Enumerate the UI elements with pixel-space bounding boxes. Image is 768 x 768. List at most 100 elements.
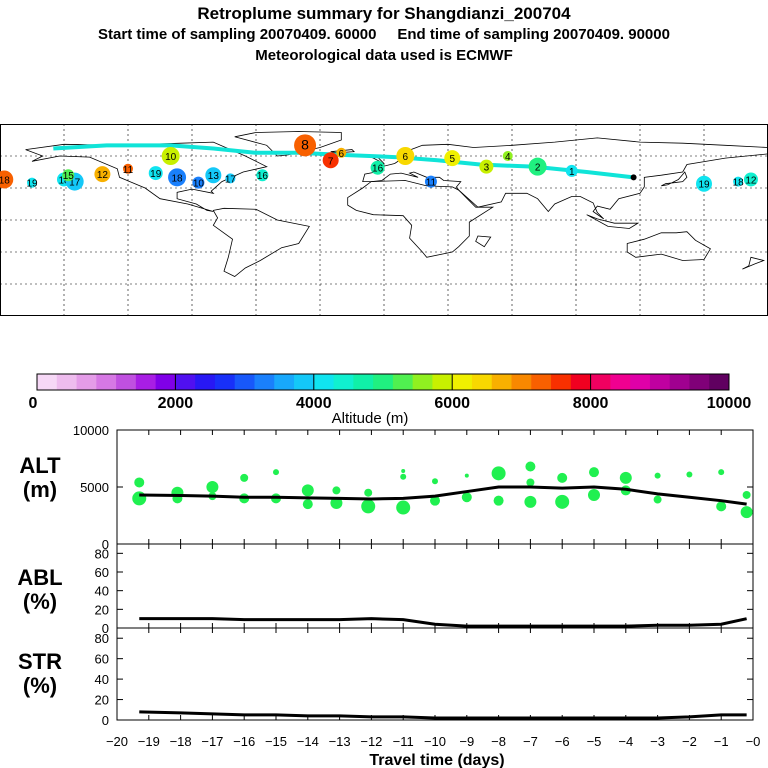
panel-y-tick-label: 5000 bbox=[80, 480, 109, 495]
panel-y-tick-label: 10000 bbox=[73, 423, 109, 438]
plume-day-label: 2 bbox=[535, 163, 541, 174]
alt-scatter-point bbox=[430, 495, 440, 506]
alt-mean-line bbox=[139, 485, 747, 506]
plume-blob bbox=[161, 147, 180, 165]
coastline bbox=[626, 231, 711, 261]
alt-scatter-point bbox=[557, 472, 568, 483]
alt-scatter-point bbox=[526, 478, 535, 487]
x-tick-label: −1 bbox=[714, 734, 729, 749]
plume-day-label: 6 bbox=[339, 149, 345, 160]
coastline bbox=[742, 256, 766, 270]
plume-day-label: 19 bbox=[698, 180, 710, 191]
alt-scatter-point bbox=[302, 499, 313, 510]
panel-y-tick-label: 60 bbox=[95, 652, 109, 667]
colorbar-swatch bbox=[116, 374, 137, 390]
x-tick-label: −16 bbox=[233, 734, 255, 749]
colorbar-swatch bbox=[234, 374, 255, 390]
alt-scatter-point bbox=[432, 478, 438, 485]
alt-scatter-point bbox=[134, 477, 145, 488]
alt-scatter-point bbox=[330, 496, 343, 509]
colorbar-axis-label: Altitude (m) bbox=[332, 410, 409, 427]
sampling-time-line: Start time of sampling 20070409. 60000 E… bbox=[98, 26, 670, 43]
plume-day-label: 19 bbox=[26, 179, 38, 190]
plume-blob bbox=[396, 147, 415, 165]
plume-blob bbox=[444, 150, 461, 167]
plume-blob bbox=[148, 166, 163, 181]
colorbar-swatch bbox=[471, 374, 493, 390]
plume-blob bbox=[225, 173, 236, 184]
colorbar-swatch bbox=[570, 374, 592, 390]
alt-scatter-point bbox=[132, 491, 147, 506]
plume-day-label: 19 bbox=[150, 169, 162, 180]
colorbar-swatch bbox=[313, 374, 335, 390]
plume-blob bbox=[205, 167, 222, 184]
panel-frame bbox=[116, 543, 754, 629]
plume-blob bbox=[168, 168, 187, 187]
panel-y-tick-label: 20 bbox=[95, 602, 109, 617]
plume-blob bbox=[294, 134, 317, 157]
met-data-line: Meteorological data used is ECMWF bbox=[255, 47, 513, 64]
colorbar-swatch bbox=[135, 374, 157, 390]
panel-y-tick-label: 0 bbox=[102, 713, 109, 728]
alt-scatter-point bbox=[401, 469, 406, 474]
alt-scatter-point bbox=[742, 490, 751, 499]
plume-blob bbox=[696, 175, 712, 192]
colorbar-tick-label: 2000 bbox=[158, 395, 194, 412]
colorbar-swatch bbox=[452, 374, 473, 390]
plume-day-label: 16 bbox=[372, 164, 384, 175]
plume-day-label: 4 bbox=[505, 152, 511, 163]
coastline bbox=[475, 235, 492, 248]
colorbar-swatch bbox=[392, 374, 414, 390]
plume-blob bbox=[479, 159, 494, 174]
str-panel-label: STR (%) bbox=[5, 650, 75, 698]
coastline bbox=[362, 137, 768, 220]
alt-scatter-point bbox=[491, 466, 506, 481]
alt-scatter-point bbox=[301, 484, 314, 497]
x-tick-label: −12 bbox=[360, 734, 382, 749]
plume-day-label: 16 bbox=[257, 171, 269, 182]
x-tick-label: −6 bbox=[555, 734, 570, 749]
alt-scatter-point bbox=[718, 469, 725, 476]
plume-day-label: 17 bbox=[69, 178, 81, 189]
x-tick-label: −19 bbox=[138, 734, 160, 749]
x-tick-label: −14 bbox=[297, 734, 319, 749]
panel-y-tick-label: 80 bbox=[95, 631, 109, 646]
str-line bbox=[139, 710, 747, 720]
x-tick-label: −9 bbox=[459, 734, 474, 749]
plume-day-label: 8 bbox=[301, 136, 309, 152]
coastline bbox=[586, 214, 640, 229]
coastline bbox=[661, 171, 688, 187]
colorbar-swatch bbox=[195, 374, 216, 390]
plume-day-label: 13 bbox=[208, 171, 220, 182]
colorbar-swatch bbox=[531, 374, 552, 390]
plume-blob bbox=[192, 176, 205, 189]
colorbar-swatch bbox=[214, 374, 236, 390]
x-tick-label: −7 bbox=[523, 734, 538, 749]
panel-frame bbox=[116, 627, 754, 721]
plume-blob bbox=[370, 160, 385, 175]
colorbar-swatch bbox=[709, 374, 730, 390]
plume-day-label: 7 bbox=[328, 156, 334, 167]
alt-scatter-point bbox=[619, 471, 632, 484]
colorbar-swatch bbox=[294, 374, 315, 390]
plume-blob bbox=[528, 157, 547, 176]
colorbar-swatch bbox=[432, 374, 453, 390]
colorbar-swatch bbox=[155, 374, 176, 390]
x-tick-label: −10 bbox=[424, 734, 446, 749]
alt-scatter-point bbox=[588, 488, 600, 501]
alt-scatter-point bbox=[206, 481, 219, 493]
colorbar-tick-label: 4000 bbox=[296, 395, 332, 412]
x-tick-label: −2 bbox=[682, 734, 697, 749]
alt-scatter-point bbox=[555, 494, 570, 509]
alt-scatter-point bbox=[716, 501, 727, 512]
colorbar-swatch bbox=[37, 374, 58, 390]
alt-scatter-point bbox=[461, 492, 472, 503]
x-tick-label: −8 bbox=[491, 734, 506, 749]
panel-y-tick-label: 80 bbox=[95, 546, 109, 561]
alt-scatter-point bbox=[240, 473, 249, 482]
x-tick-label: −15 bbox=[265, 734, 287, 749]
alt-panel-label: ALT (m) bbox=[5, 454, 75, 502]
colorbar-swatch bbox=[511, 374, 532, 390]
colorbar-tick-label: 10000 bbox=[707, 395, 752, 412]
